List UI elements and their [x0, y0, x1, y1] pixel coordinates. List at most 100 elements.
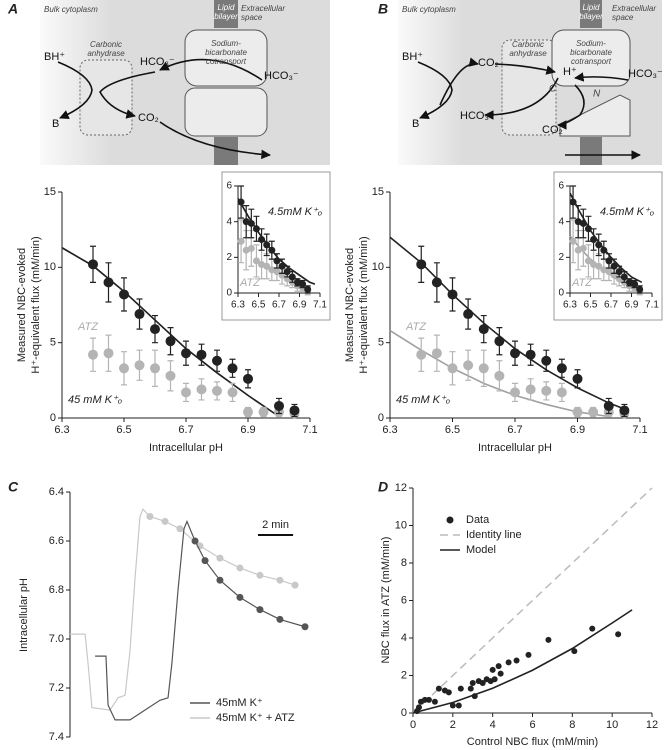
x-tick-label: 7.1 — [313, 300, 327, 311]
y-tick-label: 10 — [372, 261, 384, 273]
data-point — [445, 689, 452, 696]
y-tick-label: 15 — [44, 186, 56, 198]
y-tick-label: 7.2 — [49, 682, 64, 694]
arrow — [417, 61, 453, 119]
label: Lipid — [583, 3, 600, 12]
data-point — [619, 405, 630, 416]
data-point — [469, 680, 476, 686]
panel-label: D — [378, 479, 388, 495]
data-point — [631, 280, 639, 288]
data-point — [425, 696, 432, 703]
data-point — [273, 268, 281, 276]
data-point — [497, 670, 504, 677]
arrow — [557, 84, 585, 130]
label: Carbonic — [90, 40, 122, 49]
arrow — [57, 61, 93, 119]
data-point — [541, 355, 552, 366]
x-tick-label: 4 — [490, 719, 496, 731]
label: N — [593, 89, 601, 100]
data-point — [278, 262, 286, 270]
y-tick-label: 0 — [378, 412, 384, 424]
data-point — [299, 280, 307, 288]
data-point — [435, 685, 442, 692]
label: HCO₃⁻ — [264, 70, 299, 82]
legend-label: Identity line — [466, 529, 522, 541]
data-point — [489, 666, 496, 673]
x-tick-label: 7.1 — [632, 424, 647, 436]
trace-marker — [191, 537, 199, 545]
label: B — [52, 118, 59, 130]
data-point — [416, 259, 427, 270]
y-tick-label: 6.6 — [49, 535, 64, 547]
trace-marker — [301, 623, 309, 631]
x-tick-label: 6.9 — [625, 300, 639, 311]
data-point — [525, 349, 536, 360]
chart: 6.4 6.6 6.8 7.0 7.2 7.4 Intracellular pH 2 min 4… — [18, 486, 309, 743]
data-point — [258, 406, 269, 417]
data-point — [196, 349, 207, 360]
x-tick-label: 2 — [450, 719, 456, 731]
annotation: 4.5mM K⁺ₒ — [600, 206, 654, 218]
data-point — [615, 268, 623, 276]
chart: 0 2 4 6 6.3 6.5 6.7 6.9 7.1 4.5mM K⁺ₒ ATZ — [553, 171, 663, 321]
legend-marker — [446, 516, 454, 524]
arrow — [99, 71, 156, 119]
y-tick-label: 10 — [395, 519, 407, 531]
data-point — [119, 363, 129, 374]
x-tick-label: 6.7 — [272, 300, 286, 311]
bilayer — [580, 0, 602, 28]
data-point — [289, 405, 300, 416]
data-point — [513, 657, 520, 664]
arrow — [484, 77, 559, 120]
y-tick-label: 6 — [226, 181, 232, 192]
arrow — [439, 57, 479, 106]
arrow — [159, 121, 271, 160]
data-point — [227, 387, 238, 398]
label: HCO₃⁻ — [460, 110, 495, 122]
data-point — [304, 285, 312, 293]
data-point — [556, 363, 567, 374]
trace — [95, 519, 306, 721]
transporter — [184, 87, 268, 137]
data-point — [274, 400, 284, 411]
x-axis-label: Control NBC flux (mM/min) — [467, 736, 598, 748]
x-tick-label: 0 — [410, 719, 416, 731]
chart: 0 2 4 6 6.3 6.5 6.7 6.9 7.1 4.5mM K⁺ₒ ATZ — [221, 171, 331, 321]
data-point — [494, 370, 505, 381]
legend-label: 45mM K⁺ + ATZ — [216, 712, 295, 724]
data-point — [584, 257, 592, 265]
label: bilayer — [214, 12, 238, 21]
x-tick-label: 6.5 — [252, 300, 266, 311]
arrow — [159, 58, 263, 81]
x-tick-label: 6.5 — [584, 300, 598, 311]
trace-marker — [161, 517, 169, 525]
data-point — [569, 237, 577, 245]
data-point — [541, 385, 552, 396]
enzyme-box — [79, 59, 133, 136]
model-line — [412, 487, 653, 714]
x-tick-label: 6.7 — [604, 300, 618, 311]
data-point — [525, 384, 536, 395]
x-tick-label: 6.3 — [382, 424, 397, 436]
label: anhydrase — [509, 49, 547, 58]
y-tick-label: 6 — [558, 181, 564, 192]
data-point — [605, 268, 613, 276]
label: Bulk cytoplasm — [44, 5, 98, 14]
x-axis-label: Intracellular pH — [149, 442, 223, 454]
label: CO₂ — [478, 57, 499, 69]
annotation: 45 mM K⁺ₒ — [396, 394, 450, 406]
y-axis-label: Measured NBC-evoked — [344, 248, 356, 362]
data-point — [478, 363, 489, 374]
trace-marker — [216, 576, 224, 584]
label: Bulk cytoplasm — [402, 5, 456, 14]
annotation: ATZ — [77, 321, 99, 333]
y-tick-label: 2 — [558, 252, 564, 263]
x-tick-label: 7.1 — [302, 424, 317, 436]
data-point — [584, 225, 592, 233]
data-point — [212, 385, 222, 396]
x-tick-label: 6.9 — [570, 424, 585, 436]
data-point — [605, 257, 613, 265]
data-point — [620, 273, 628, 281]
x-tick-label: 6.3 — [231, 300, 245, 311]
y-tick-label: 4 — [401, 632, 407, 644]
